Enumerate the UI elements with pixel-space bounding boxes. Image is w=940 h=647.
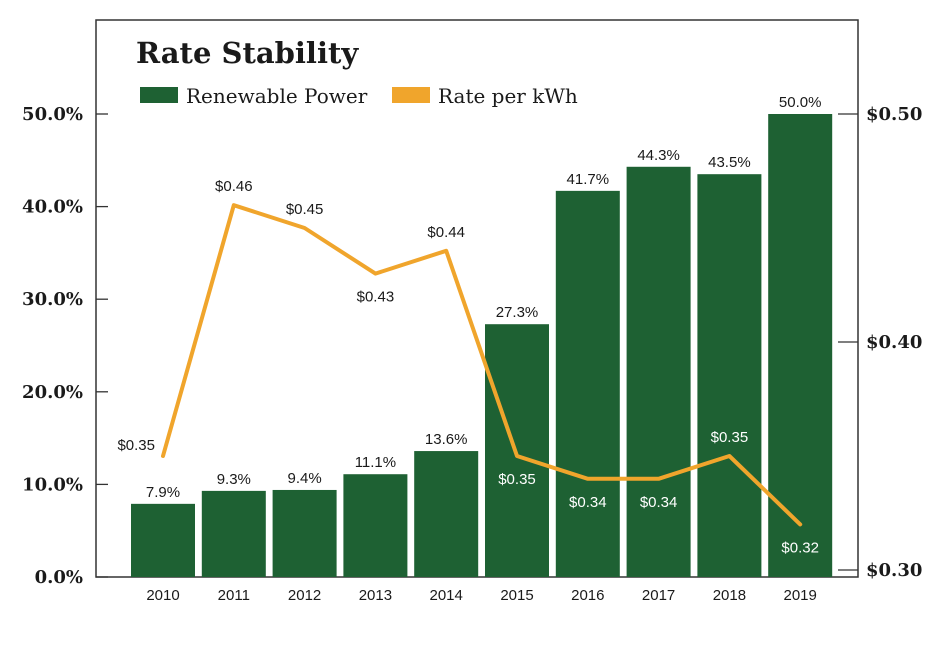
- left-axis: 0.0% 10.0% 20.0% 30.0% 40.0% 50.0%: [22, 104, 108, 588]
- x-axis-tick-label: 2011: [218, 587, 250, 604]
- bar-2018: [697, 174, 762, 577]
- bar-2011: [201, 490, 266, 577]
- rate-value-label: $0.34: [640, 494, 678, 511]
- rate-line: [161, 203, 803, 527]
- x-axis-tick-label: 2015: [500, 587, 533, 604]
- x-axis-tick-label: 2013: [359, 587, 392, 604]
- left-axis-tick-label: 50.0%: [22, 104, 83, 125]
- legend-swatch-rate-per-kwh: [392, 87, 430, 103]
- bar-value-label: 43.5%: [708, 154, 751, 171]
- left-axis-tick-label: 30.0%: [22, 289, 83, 310]
- bar-value-label: 9.3%: [217, 471, 251, 488]
- bar-value-label: 44.3%: [637, 147, 680, 164]
- bar-value-label: 41.7%: [567, 171, 610, 188]
- left-axis-tick-label: 20.0%: [22, 382, 83, 403]
- right-axis-tick-label: $0.50: [866, 104, 922, 125]
- bar-value-label: 27.3%: [496, 304, 539, 321]
- bar-2010: [131, 503, 195, 577]
- rate-value-label: $0.35: [498, 471, 536, 488]
- bar-value-label: 9.4%: [287, 470, 321, 487]
- rate-value-label: $0.44: [427, 224, 465, 241]
- rate-value-label: $0.45: [286, 201, 324, 218]
- x-axis-tick-label: 2012: [288, 587, 321, 604]
- bar-2016: [555, 190, 620, 577]
- legend: Renewable Power Rate per kWh: [140, 84, 578, 108]
- left-axis-tick-label: 40.0%: [22, 197, 83, 218]
- x-axis-tick-label: 2014: [430, 587, 463, 604]
- bar-value-label: 7.9%: [146, 484, 180, 501]
- x-axis: 2010 2011 2012 2013 2014 2015 2016 2017 2018 2019: [146, 587, 817, 604]
- rate-value-label: $0.35: [117, 437, 155, 454]
- chart-title: Rate Stability: [136, 36, 359, 70]
- rate-value-label: $0.46: [215, 178, 253, 195]
- right-axis-tick-label: $0.40: [866, 332, 922, 353]
- bar-series: 7.9% 9.3% 9.4% 11.1% 13.6% 27.3% 41.7% 44.3% 43.…: [131, 94, 833, 578]
- rate-value-label: $0.34: [569, 494, 607, 511]
- x-axis-tick-label: 2010: [146, 587, 179, 604]
- rate-value-label: $0.32: [781, 539, 819, 556]
- bar-2017: [626, 166, 691, 578]
- right-axis: $0.30 $0.40 $0.50: [838, 104, 922, 581]
- bar-2014: [414, 451, 479, 577]
- left-axis-tick-label: 10.0%: [22, 474, 83, 495]
- bar-2019: [768, 114, 833, 577]
- legend-swatch-renewable-power: [140, 87, 178, 103]
- left-axis-tick-label: 0.0%: [35, 567, 83, 588]
- legend-label-renewable-power: Renewable Power: [186, 84, 368, 108]
- bar-value-label: 11.1%: [355, 454, 396, 471]
- legend-label-rate-per-kwh: Rate per kWh: [438, 84, 578, 108]
- bar-value-label: 50.0%: [779, 94, 822, 111]
- right-axis-tick-label: $0.30: [866, 560, 922, 581]
- bar-2012: [272, 489, 337, 577]
- line-series: $0.35 $0.46 $0.45 $0.43 $0.44 $0.35 $0.34 $0.34…: [117, 178, 819, 556]
- bar-2013: [343, 474, 408, 577]
- rate-value-label: $0.43: [357, 289, 395, 306]
- x-axis-tick-label: 2018: [713, 587, 746, 604]
- x-axis-tick-label: 2016: [571, 587, 604, 604]
- x-axis-tick-label: 2017: [642, 587, 675, 604]
- bar-value-label: 13.6%: [425, 431, 468, 448]
- x-axis-tick-label: 2019: [784, 587, 817, 604]
- rate-value-label: $0.35: [711, 429, 749, 446]
